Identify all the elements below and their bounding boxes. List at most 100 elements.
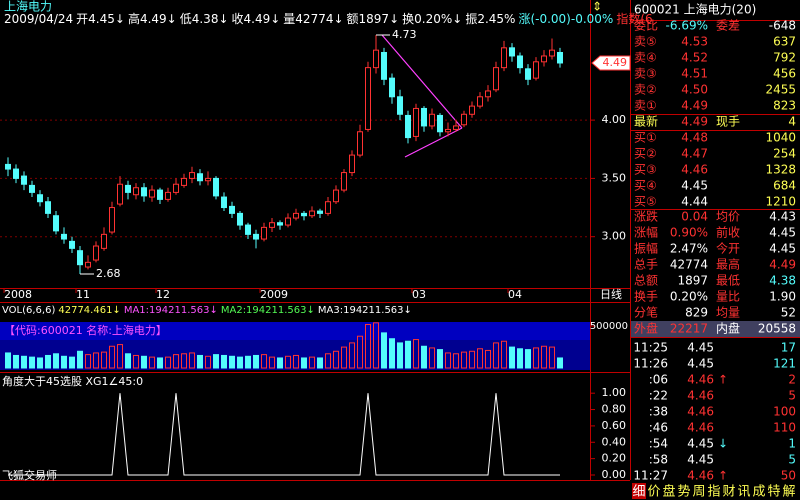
candle-body <box>533 61 539 79</box>
volume-bar <box>357 335 363 369</box>
candle-body <box>405 114 411 139</box>
tick-volume: 1 <box>788 437 796 451</box>
candle-body <box>245 224 251 235</box>
quote-cell: 4.45 <box>681 179 708 193</box>
volume-bar <box>213 354 219 369</box>
tab[interactable]: 成 <box>752 485 765 500</box>
volume-bar <box>69 356 75 369</box>
header-segment: 收4.49↓ <box>232 12 281 26</box>
tab[interactable]: 讯 <box>737 485 750 500</box>
candle-body <box>189 172 195 179</box>
candle-body <box>149 189 155 198</box>
quote-cell: 卖④ <box>634 51 657 65</box>
quote-cell: 换手 <box>634 290 658 304</box>
quote-cell: 0.90% <box>670 226 708 240</box>
volume-header-segment: MA2:194211.563↓ <box>221 305 315 316</box>
tab[interactable]: 特 <box>767 485 780 500</box>
candle-body <box>125 184 131 193</box>
trend-lines <box>381 34 463 158</box>
stock-title: 上海电力 <box>4 0 52 14</box>
quote-cell: 456 <box>773 67 796 81</box>
tab[interactable]: 周 <box>692 485 705 500</box>
tick-price: 4.45 <box>687 357 714 371</box>
volume-bar <box>5 352 11 369</box>
quote-cell: 今开 <box>716 241 740 256</box>
tick-arrow: ↑ <box>718 373 728 387</box>
volume-bar <box>237 356 243 369</box>
tab[interactable]: 指 <box>707 485 720 500</box>
volume-bar <box>541 345 547 369</box>
quote-cell: 现手 <box>716 115 740 129</box>
candle-body <box>261 226 267 240</box>
quote-cell: 4.49 <box>681 99 708 113</box>
tab[interactable]: 细 <box>632 485 645 500</box>
volume-bar <box>29 356 35 369</box>
header-segment: 开4.45↓ <box>76 12 125 26</box>
candle-body <box>37 194 43 203</box>
candle-body <box>141 187 147 197</box>
quote-cell: 2.47% <box>670 242 708 256</box>
tab[interactable]: 盘 <box>662 484 675 500</box>
candle-body <box>69 240 75 249</box>
quote-cell: 4.50 <box>681 83 708 97</box>
y-tick-label: 0.60 <box>602 419 627 432</box>
tab[interactable]: 解 <box>782 485 795 500</box>
volume-bar <box>117 344 123 369</box>
tab[interactable]: 财 <box>722 485 735 500</box>
tab[interactable]: 价 <box>647 485 660 500</box>
volume-header-segment: MA3:194211.563↓ <box>318 305 412 316</box>
candle-body <box>93 245 99 261</box>
candle-body <box>349 154 355 174</box>
candle-body <box>317 210 323 214</box>
quote-cell: 4.49 <box>769 258 796 272</box>
candle-body <box>541 55 547 63</box>
volume-bar <box>429 347 435 369</box>
tick-time: :58 <box>649 453 668 467</box>
volume-bar <box>501 340 507 369</box>
header-segment: 换0.20%↓ <box>402 12 462 26</box>
scroll-icon[interactable]: ⇕ <box>592 0 602 14</box>
volume-bar <box>445 352 451 369</box>
quote-cell: 涨跌 <box>634 209 658 224</box>
candle-body <box>325 201 331 214</box>
volume-bar <box>317 357 323 369</box>
candle-body <box>5 163 11 170</box>
volume-header: VOL(6,6,6) 42774.461↓ MA1:194211.563↓ MA2:1… <box>2 305 412 316</box>
code-title: 600021 上海电力(20) <box>634 2 756 17</box>
candle-body <box>181 177 187 186</box>
candle-body <box>365 67 371 130</box>
volume-bar <box>517 348 523 369</box>
candle-body <box>237 212 243 226</box>
y-tick-label: 1.00 <box>602 386 627 399</box>
x-tick-label: 12 <box>156 288 170 301</box>
quote-cell: 内盘 <box>716 321 740 336</box>
candle-body <box>85 261 91 268</box>
candle-body <box>461 113 467 126</box>
flow-row-bg <box>631 321 800 337</box>
volume-bar <box>37 357 43 369</box>
quote-cell: 4.45 <box>769 242 796 256</box>
quote-cell: 卖⑤ <box>634 35 657 49</box>
quote-cell: 买① <box>634 131 657 145</box>
quote-cell: 4.43 <box>769 210 796 224</box>
tick-price: 4.46 <box>687 469 714 483</box>
volume-bar <box>461 351 467 369</box>
candle-body <box>429 113 435 127</box>
quote-cell: 4.52 <box>681 51 708 65</box>
tick-arrow: ↑ <box>718 469 728 483</box>
tick-volume: 5 <box>788 389 796 403</box>
candle-body <box>445 128 451 133</box>
volume-bar <box>485 349 491 369</box>
volume-bar <box>533 347 539 369</box>
header-segment: 涨(-0.00)-0.00% <box>518 11 613 26</box>
x-tick-label: 03 <box>412 288 426 301</box>
quote-cell: 1.90 <box>769 290 796 304</box>
tab[interactable]: 势 <box>677 484 690 500</box>
candle-body <box>341 172 347 191</box>
x-tick-label: 11 <box>76 288 90 301</box>
quote-cell: 前收 <box>716 225 740 240</box>
candle-body <box>157 189 163 200</box>
volume-bar <box>229 355 235 369</box>
volume-bar <box>125 353 131 369</box>
